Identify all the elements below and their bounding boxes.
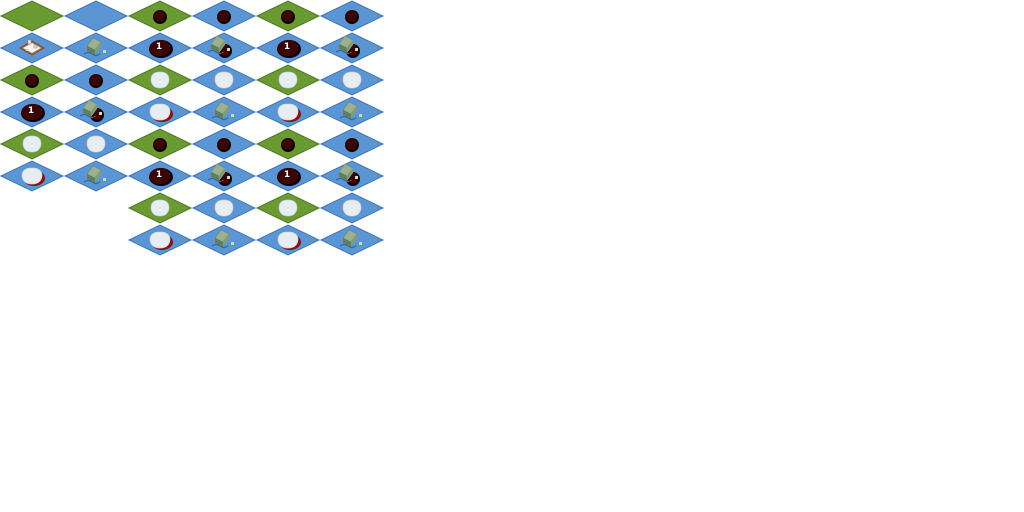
tile-water-crater-small — [191, 128, 257, 160]
tile-water-hut — [63, 160, 129, 192]
hut-icon — [335, 35, 358, 54]
tile-water-crater-small — [63, 64, 129, 96]
tile-water-snow — [191, 192, 257, 224]
hut-icon — [79, 99, 102, 118]
tile-water-none — [63, 0, 129, 32]
snow-icon — [342, 71, 362, 89]
hut-icon — [207, 35, 230, 54]
tile-water-crater-large: 1 — [255, 32, 321, 64]
hut-icon — [83, 165, 106, 184]
tile-water-crater-large: 1 — [255, 160, 321, 192]
tile-grass-snow — [255, 192, 321, 224]
tile-water-hut-crater — [319, 160, 385, 192]
tile-number-label: 1 — [284, 42, 290, 52]
hut-icon — [335, 163, 358, 182]
tile-number-label: 1 — [156, 170, 162, 180]
tile-water-crater-small — [191, 0, 257, 32]
tile-water-snow — [191, 64, 257, 96]
tile-water-snow-large — [255, 96, 321, 128]
hut-icon — [339, 101, 362, 120]
snow-icon — [278, 199, 298, 217]
tile-water-crater-small — [319, 128, 385, 160]
snow-icon — [277, 103, 299, 121]
snow-icon — [214, 199, 234, 217]
tile-water-hut — [319, 96, 385, 128]
ruins-icon — [19, 39, 45, 56]
tile-grass-crater-small — [127, 0, 193, 32]
tile-water-crater-large: 1 — [0, 96, 65, 128]
snow-icon — [22, 135, 42, 153]
tile-water-crater-small — [319, 0, 385, 32]
tile-water-snow — [319, 64, 385, 96]
hut-icon — [211, 229, 234, 248]
tile-number-label: 1 — [28, 106, 34, 116]
tile-water-snow-large — [0, 160, 65, 192]
tile-water-hut — [319, 224, 385, 256]
tile-grass-none — [0, 0, 65, 32]
tile-water-hut — [63, 32, 129, 64]
tile-number-label: 1 — [284, 170, 290, 180]
tile-water-crater-large: 1 — [127, 160, 193, 192]
tile-grass-crater-small — [0, 64, 65, 96]
tile-water-hut — [191, 96, 257, 128]
tile-water-hut-crater — [319, 32, 385, 64]
tile-number-label: 1 — [156, 42, 162, 52]
tile-water-snow — [319, 192, 385, 224]
tile-grass-crater-small — [255, 128, 321, 160]
tile-grass-crater-small — [255, 0, 321, 32]
hut-icon — [339, 229, 362, 248]
tile-water-crater-large: 1 — [127, 32, 193, 64]
snow-icon — [86, 135, 106, 153]
tile-water-hut — [191, 224, 257, 256]
snow-icon — [150, 199, 170, 217]
tile-grass-snow — [0, 128, 65, 160]
snow-icon — [342, 199, 362, 217]
hut-icon — [207, 163, 230, 182]
tile-water-snow-large — [127, 224, 193, 256]
tile-grass-snow — [127, 64, 193, 96]
hut-icon — [211, 101, 234, 120]
tile-grass-snow — [127, 192, 193, 224]
hut-icon — [83, 37, 106, 56]
tile-water-hut-crater — [191, 160, 257, 192]
tile-grass-snow — [255, 64, 321, 96]
tile-grass-crater-small — [127, 128, 193, 160]
grass-tile-base — [0, 0, 65, 32]
snow-icon — [149, 103, 171, 121]
snow-icon — [149, 231, 171, 249]
tile-water-snow-large — [127, 96, 193, 128]
snow-icon — [21, 167, 43, 185]
snow-icon — [278, 71, 298, 89]
snow-icon — [277, 231, 299, 249]
snow-icon — [150, 71, 170, 89]
snow-icon — [214, 71, 234, 89]
tile-water-hut-crater — [63, 96, 129, 128]
tile-water-snow — [63, 128, 129, 160]
tile-water-snow-large — [255, 224, 321, 256]
water-tile-base — [63, 0, 129, 32]
tile-water-hut-crater — [191, 32, 257, 64]
tile-water-ruins — [0, 32, 65, 64]
